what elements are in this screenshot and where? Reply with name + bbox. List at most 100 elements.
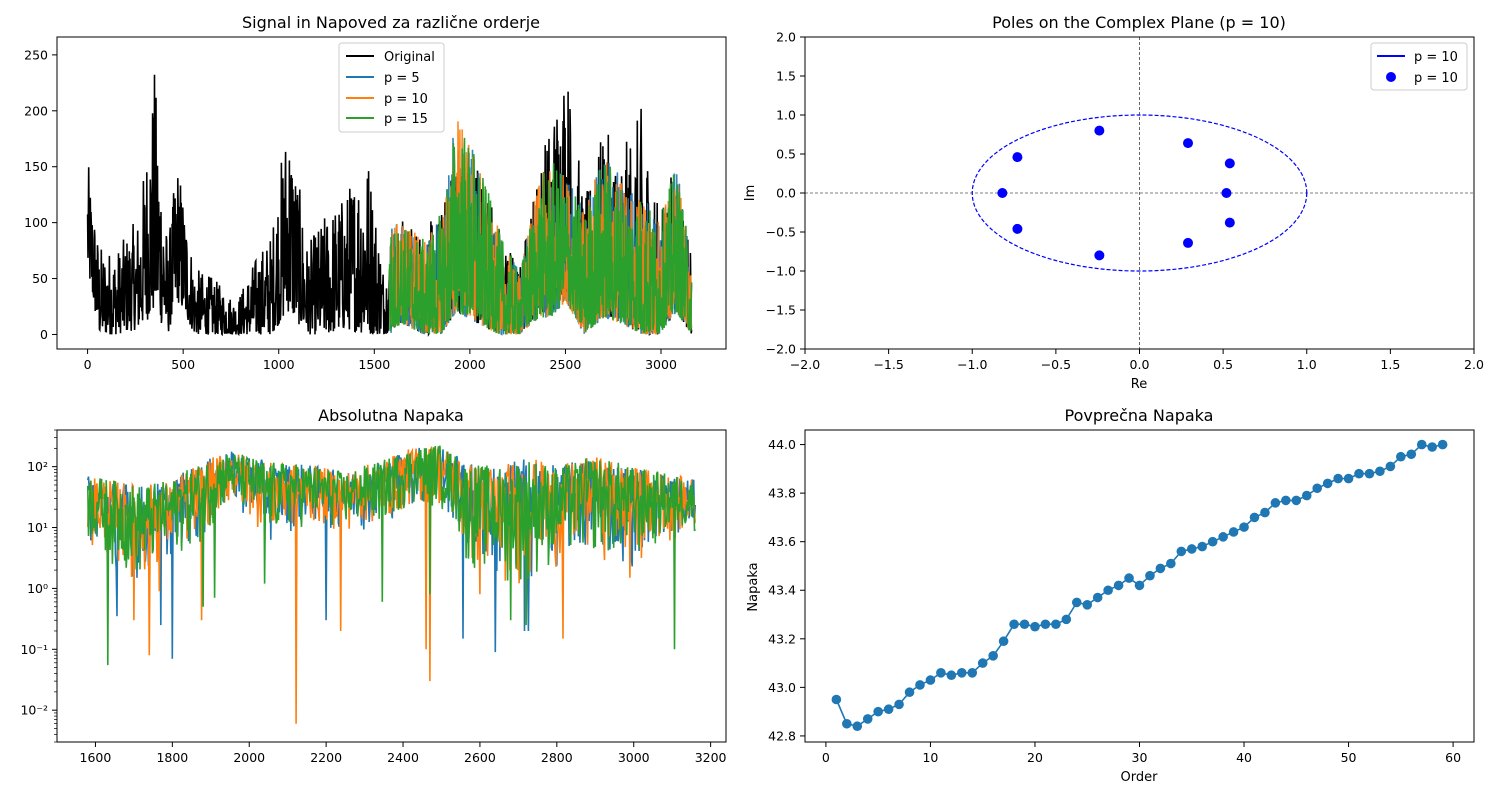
legend-label-original: Original: [384, 50, 435, 65]
x-tick-label: 2200: [310, 750, 342, 765]
mean-error-point: [1364, 468, 1375, 479]
x-tick-label: 2600: [464, 750, 496, 765]
mean-error-point: [1385, 461, 1396, 472]
mean-error-point: [1019, 619, 1030, 630]
mean-error-point: [1375, 466, 1385, 477]
x-tick-label: 3200: [695, 750, 727, 765]
mean-error-point: [1343, 473, 1354, 484]
mean-error-point: [977, 658, 988, 668]
mean-error-point: [915, 680, 925, 690]
mean-error-point: [1239, 522, 1249, 532]
y-tick-label: 43.6: [768, 534, 796, 549]
x-tick-label: 0: [822, 750, 830, 765]
mean-error-point: [904, 687, 915, 698]
y-tick-label: 43.2: [768, 631, 796, 646]
legend-label-p15: p = 15: [384, 112, 428, 127]
mean-error-ylabel: Napaka: [746, 562, 761, 611]
y-tick-label: 44.0: [768, 437, 796, 452]
mean-error-point: [1176, 546, 1187, 557]
signal-axes: 0 500 1000 1500 2000 2500 3000 0 50 100 150 200 250: [24, 36, 727, 372]
mean-error-point: [1249, 512, 1260, 523]
x-tick-label: −0.5: [1041, 357, 1071, 372]
mean-error-point: [936, 668, 946, 678]
y-tick-label: 43.8: [768, 486, 796, 501]
y-tick-label: 10⁻²: [20, 703, 48, 718]
mean-error-point: [1333, 473, 1343, 484]
y-tick-label: −1.0: [766, 264, 796, 279]
axes-frame: [56, 36, 727, 350]
mean-error-point: [1427, 442, 1437, 452]
y-tick-label: 10¹: [27, 520, 48, 535]
mean-error-point: [925, 675, 936, 685]
y-tick-label: 10⁰: [27, 581, 48, 596]
mean-error-point: [1061, 614, 1072, 625]
legend-swatch-poles: [1386, 72, 1396, 82]
pole-point: [1012, 223, 1023, 234]
mean-error-point: [988, 651, 998, 661]
abs-error-chart: Absolutna Napaka 1600 1800 2000 2200 2400 260…: [20, 406, 726, 765]
mean-error-chart-title: Povprečna Napaka: [1065, 406, 1214, 425]
mean-error-point: [1082, 600, 1093, 610]
mean-error-point: [1396, 451, 1406, 462]
mean-error-point: [1322, 478, 1333, 489]
mean-error-point: [883, 704, 894, 715]
mean-error-point: [1009, 619, 1019, 630]
poles-xlabel: Re: [1131, 377, 1147, 392]
mean-error-point: [1270, 498, 1281, 508]
y-tick-label: 2.0: [776, 30, 796, 45]
mean-error-point: [1103, 585, 1113, 596]
mean-error-point: [831, 694, 842, 705]
pole-point: [1094, 125, 1105, 136]
mean-error-point: [1166, 558, 1176, 569]
legend-label-p10: p = 10: [384, 92, 428, 107]
mean-error-point: [852, 721, 863, 732]
x-tick-label: 10: [922, 750, 938, 765]
y-tick-label: 50: [32, 271, 48, 286]
mean-error-chart: Povprečna Napaka 0 10 20 30 40 50 60 42.8 43.0 43…: [746, 406, 1475, 785]
x-tick-label: 500: [171, 357, 195, 372]
mean-error-point: [1051, 619, 1061, 630]
x-tick-label: −1.5: [873, 357, 903, 372]
mean-error-point: [1040, 619, 1051, 630]
x-tick-label: 1500: [358, 357, 390, 372]
y-tick-label: 0.5: [776, 147, 796, 162]
mean-error-point: [1291, 495, 1302, 506]
x-tick-label: 0.5: [1213, 357, 1233, 372]
mean-error-point: [1281, 495, 1291, 506]
mean-error-axes: 0 10 20 30 40 50 60 42.8 43.0 43.2 43.4 43.6 43.8 44.…: [768, 429, 1475, 765]
x-tick-label: 1.0: [1297, 357, 1317, 372]
y-tick-label: 0.0: [776, 186, 796, 201]
pole-point: [1221, 188, 1232, 198]
y-tick-label: 43.4: [768, 583, 796, 598]
mean-error-point: [1301, 490, 1312, 501]
x-tick-label: 40: [1236, 750, 1252, 765]
x-tick-label: −1.0: [957, 357, 987, 372]
poles-chart-title: Poles on the Complex Plane (p = 10): [992, 13, 1286, 32]
mean-error-point: [1207, 536, 1218, 547]
mean-error-point: [998, 636, 1009, 647]
mean-error-point: [1437, 439, 1448, 450]
abs-error-plot-area: [87, 445, 696, 724]
mean-error-point: [862, 714, 873, 724]
abs-error-chart-title: Absolutna Napaka: [318, 406, 464, 425]
poles-axes: −2.0 −1.5 −1.0 −0.5 0.0 0.5 1.0 1.5 2.0 −2.0 −1.5 −…: [766, 30, 1484, 373]
x-tick-label: 2500: [550, 357, 582, 372]
abs-error-axes: 1600 1800 2000 2200 2400 2600 2800 3000 3200 10⁻²…: [20, 429, 727, 765]
mean-error-point: [1416, 439, 1427, 450]
y-tick-label: −1.5: [766, 303, 796, 318]
legend-label-p5: p = 5: [384, 71, 420, 86]
x-tick-label: 3000: [618, 750, 650, 765]
poles-legend: p = 10 p = 10: [1370, 42, 1468, 91]
pole-point: [1183, 138, 1194, 149]
poles-plot-area: [805, 37, 1474, 349]
y-tick-label: 10⁻¹: [20, 642, 48, 657]
pole-point: [1094, 250, 1105, 261]
mean-error-point: [1030, 621, 1040, 632]
signal-chart-title: Signal in Napoved za različne orderje: [242, 13, 540, 32]
y-tick-label: 1.0: [776, 108, 796, 123]
y-tick-label: 0: [40, 327, 48, 342]
axes-frame: [56, 429, 727, 743]
y-tick-label: 10²: [27, 459, 48, 474]
